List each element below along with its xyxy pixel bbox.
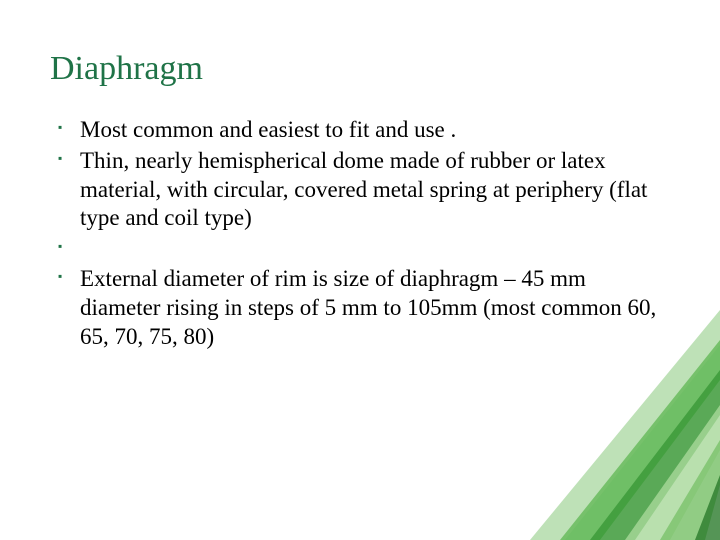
slide: Diaphragm Most common and easiest to fit… bbox=[0, 0, 720, 540]
bullet-item: Most common and easiest to fit and use . bbox=[58, 116, 660, 145]
bullet-item: Thin, nearly hemispherical dome made of … bbox=[58, 147, 660, 233]
bullet-item: External diameter of rim is size of diap… bbox=[58, 265, 660, 351]
slide-title: Diaphragm bbox=[50, 50, 660, 88]
bullet-item bbox=[58, 235, 660, 263]
bullet-list: Most common and easiest to fit and use .… bbox=[50, 116, 660, 351]
